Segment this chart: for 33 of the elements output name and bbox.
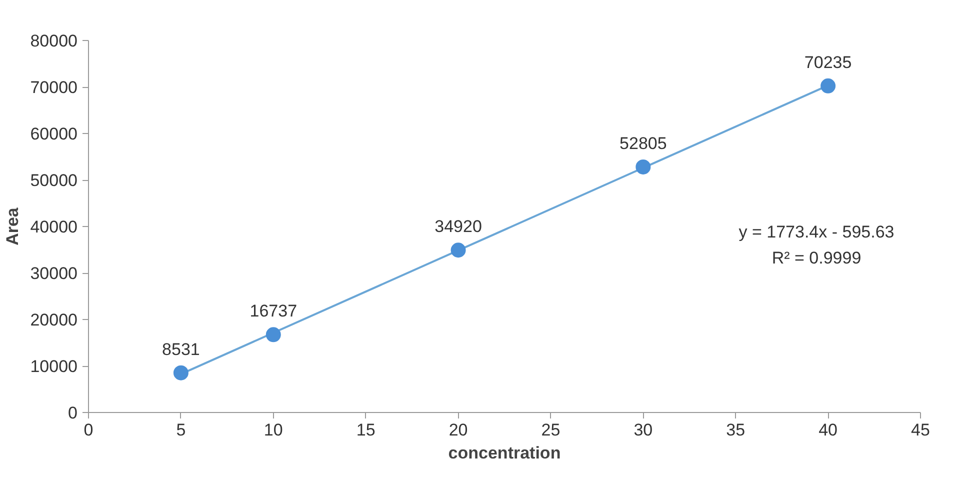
x-axis-title: concentration	[448, 444, 561, 462]
x-tick-label: 10	[264, 420, 283, 440]
y-tick-label: 60000	[30, 124, 78, 144]
x-tick-label: 45	[911, 420, 930, 440]
data-label: 8531	[162, 340, 200, 359]
data-label: 52805	[620, 134, 667, 153]
annotation: R² = 0.9999	[772, 248, 862, 268]
y-tick-label: 20000	[30, 310, 78, 330]
y-axis-title: Area	[3, 207, 22, 246]
point	[173, 365, 188, 380]
y-tick-label: 0	[68, 404, 78, 422]
data-label: 34920	[434, 217, 482, 236]
x-tick-label: 5	[176, 420, 186, 440]
data-label: 70235	[804, 52, 852, 72]
point	[266, 327, 281, 342]
data-label: 16737	[250, 302, 298, 321]
point	[450, 242, 466, 258]
y-tick-label: 40000	[30, 218, 78, 236]
x-tick-label: 35	[726, 420, 746, 440]
point	[820, 78, 836, 94]
x-tick-label: 20	[448, 420, 468, 440]
x-tick-label: 0	[84, 420, 94, 440]
y-tick-label: 30000	[30, 264, 78, 283]
y-tick-label: 80000	[30, 32, 78, 50]
point	[636, 159, 651, 174]
y-tick-label: 70000	[30, 78, 78, 97]
x-tick-label: 25	[541, 420, 560, 440]
y-tick-label: 50000	[30, 171, 78, 190]
y-tick-label: 10000	[30, 357, 78, 376]
x-tick-label: 30	[634, 420, 653, 440]
x-tick-label: 15	[356, 420, 376, 440]
x-tick-label: 40	[818, 420, 838, 440]
annotation: y = 1773.4x - 595.63	[738, 222, 894, 242]
